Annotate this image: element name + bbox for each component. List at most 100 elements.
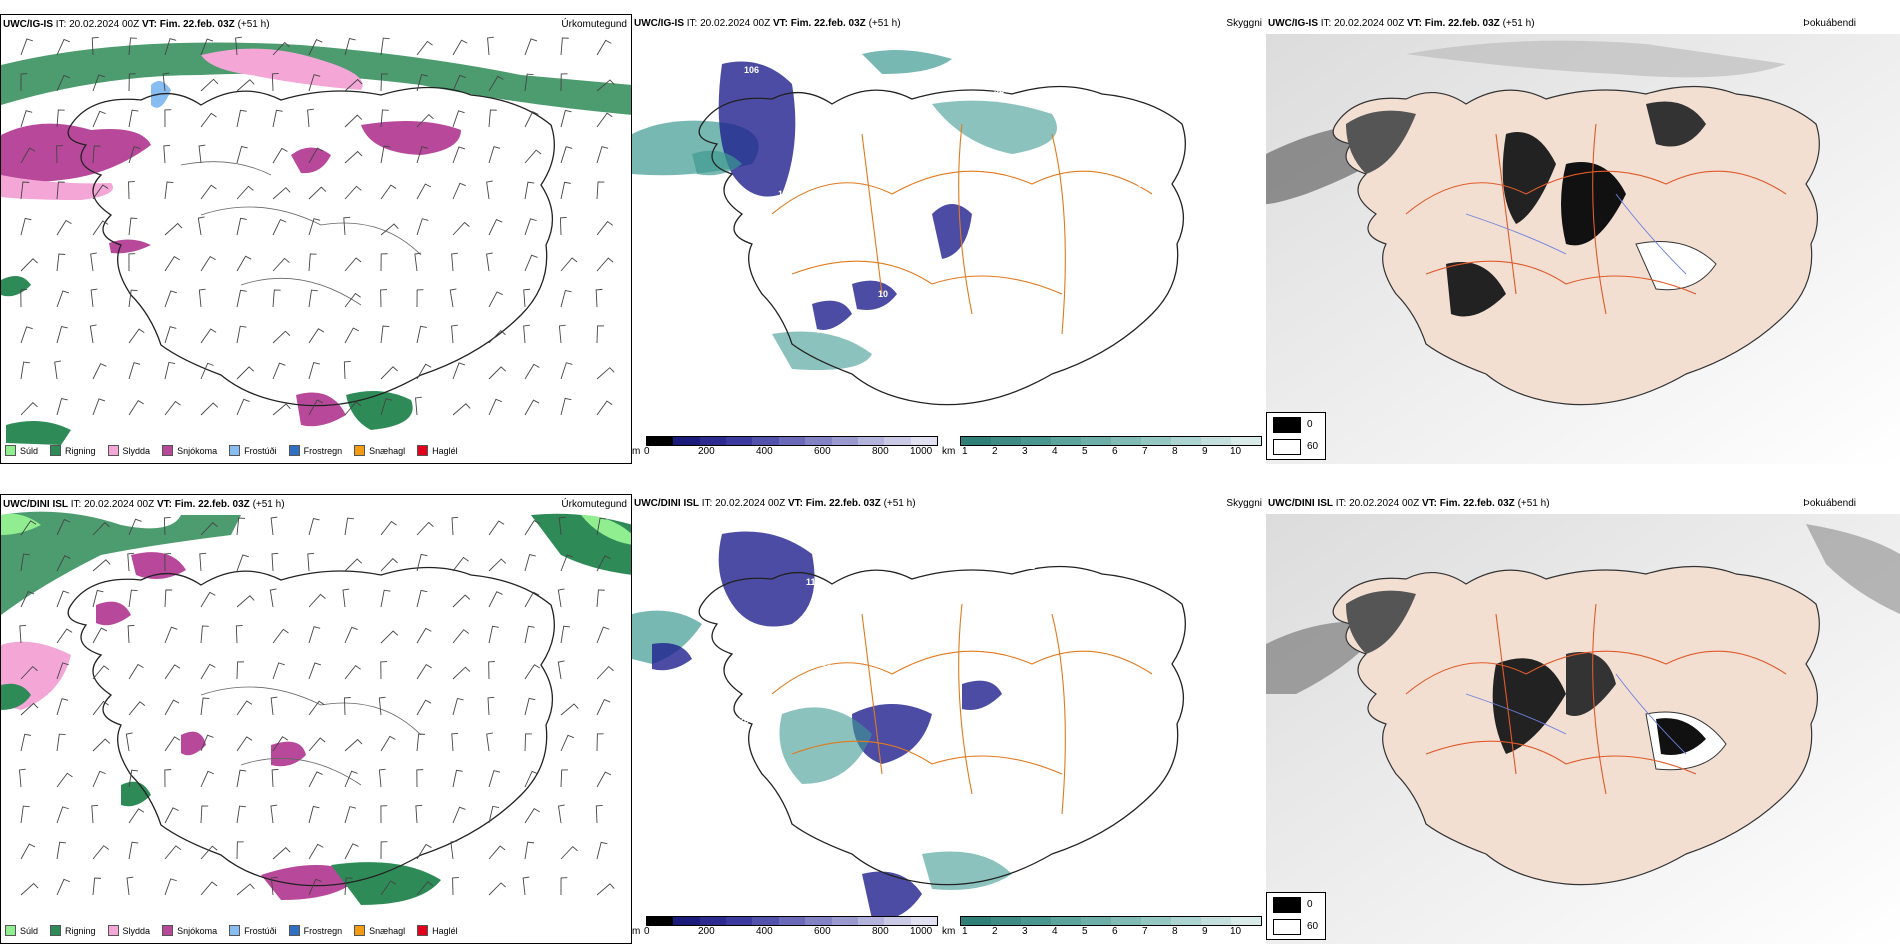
wind-barb bbox=[164, 845, 182, 860]
wind-barb bbox=[200, 255, 216, 272]
wind-barb bbox=[344, 558, 363, 572]
wind-barb bbox=[416, 881, 434, 896]
wind-barb bbox=[20, 402, 38, 416]
panel-title: UWC/DINI ISL IT: 20.02.2024 00Z VT: Fim.… bbox=[1268, 498, 1550, 509]
wind-barb bbox=[20, 38, 33, 56]
wind-barb bbox=[488, 146, 501, 164]
visibility-panel-top: 77 76 103 58 66 67 87 53 254 217 93 52 79 100 138 106 10… bbox=[632, 14, 1264, 464]
legend-item: Haglél bbox=[417, 925, 458, 936]
wind-barb bbox=[560, 146, 573, 164]
wind-barb bbox=[452, 666, 471, 680]
wind-barb bbox=[344, 664, 361, 680]
wind-barb bbox=[380, 630, 399, 644]
wind-barb bbox=[236, 289, 247, 308]
wind-barb bbox=[272, 662, 285, 680]
cloud-base-label: 48 bbox=[1070, 621, 1080, 631]
wind-barb bbox=[200, 770, 214, 788]
cloud-base-label: 138 bbox=[1036, 217, 1051, 227]
cloud-base-bar bbox=[646, 436, 938, 446]
wind-barb bbox=[270, 696, 278, 716]
wind-barb bbox=[271, 768, 279, 788]
wind-barb bbox=[90, 288, 98, 308]
wind-barb bbox=[308, 328, 325, 344]
wind-barb bbox=[380, 880, 397, 896]
wind-barb bbox=[20, 665, 38, 680]
wind-barb bbox=[128, 289, 138, 308]
wind-barb bbox=[344, 78, 363, 92]
wind-barb bbox=[56, 397, 68, 416]
wind-barb bbox=[200, 112, 217, 128]
wind-barb bbox=[380, 805, 388, 824]
wind-barb bbox=[128, 769, 139, 788]
precip-legend-top: Súld Rigning Slydda Snjókoma Frostúði Fr… bbox=[5, 445, 458, 456]
wind-barb bbox=[380, 398, 393, 416]
cloud-base-label: 79 bbox=[1008, 189, 1018, 199]
wind-barb bbox=[92, 738, 111, 752]
cloud-base-label: 10 bbox=[878, 289, 888, 299]
wind-barb bbox=[128, 109, 139, 128]
wind-barb bbox=[524, 697, 536, 716]
cloud-base-label: 122 bbox=[1020, 561, 1035, 571]
wind-barb bbox=[488, 291, 503, 308]
vb-tick: 9 bbox=[1202, 446, 1208, 457]
colorbar-segment bbox=[699, 917, 727, 925]
wind-barb bbox=[344, 738, 363, 752]
wind-barb bbox=[200, 881, 218, 896]
vb-tick: 2 bbox=[992, 446, 998, 457]
colorbar-segment bbox=[910, 917, 937, 925]
colorbar-segment bbox=[991, 917, 1021, 925]
wind-barb bbox=[308, 593, 326, 608]
wind-barb bbox=[524, 254, 538, 272]
wind-barb bbox=[596, 626, 610, 644]
cloud-base-label: 77 bbox=[960, 171, 970, 181]
wind-barb bbox=[560, 257, 578, 272]
wind-barb bbox=[380, 366, 398, 380]
wind-barb bbox=[270, 876, 278, 896]
cloud-base-label: 75 bbox=[1108, 209, 1118, 219]
cloud-base-label: 100 bbox=[752, 233, 767, 243]
cloud-base-label: 93 bbox=[1052, 823, 1062, 833]
vb-tick: 9 bbox=[1202, 926, 1208, 937]
fog-index-panel-bottom: UWC/DINI ISL IT: 20.02.2024 00Z VT: Fim.… bbox=[1266, 494, 1900, 944]
wind-barb bbox=[344, 877, 353, 896]
wind-barb bbox=[54, 360, 62, 380]
colorbar-segment bbox=[1171, 917, 1201, 925]
wind-barb bbox=[416, 627, 432, 644]
wind-barb bbox=[200, 362, 214, 380]
wind-barb bbox=[343, 360, 351, 380]
wind-barb bbox=[272, 847, 291, 860]
wind-barb bbox=[596, 79, 615, 92]
wind-barb bbox=[378, 696, 386, 716]
wind-barb bbox=[452, 769, 463, 788]
wind-barb bbox=[343, 216, 351, 236]
wind-barb bbox=[236, 883, 255, 896]
wind-barb bbox=[164, 256, 180, 272]
colorbar-segment bbox=[1201, 437, 1231, 445]
wind-barb bbox=[488, 75, 504, 92]
wind-barb bbox=[272, 147, 288, 164]
wind-barb bbox=[596, 589, 605, 608]
wind-barb bbox=[272, 219, 287, 236]
panel-name: Skyggni bbox=[1226, 18, 1262, 29]
cloud-base-label: 116 bbox=[806, 577, 821, 587]
fog-legend-high: 60 bbox=[1307, 921, 1319, 932]
cloud-base-label: 49 bbox=[1100, 231, 1110, 241]
colorbar-segment bbox=[778, 437, 806, 445]
visibility-map-top: 77 76 103 58 66 67 87 53 254 217 93 52 79 100 138 106 10… bbox=[632, 50, 1186, 406]
wind-barb bbox=[524, 363, 540, 380]
wind-barb bbox=[416, 40, 433, 56]
wind-barb bbox=[164, 626, 178, 644]
fog-legend-low: 0 bbox=[1307, 899, 1313, 910]
fog-legend-low: 0 bbox=[1307, 419, 1313, 430]
wind-barb bbox=[92, 589, 104, 608]
wind-barb bbox=[128, 146, 141, 164]
wind-barb bbox=[164, 699, 180, 716]
colorbar-segment bbox=[831, 917, 858, 925]
colorbar-segment bbox=[1051, 917, 1081, 925]
legend-item: Rigning bbox=[50, 925, 96, 936]
colorbar-segment bbox=[1201, 917, 1231, 925]
wind-barb bbox=[416, 843, 432, 860]
wind-barb bbox=[164, 222, 183, 236]
wind-barb bbox=[164, 664, 181, 680]
panel-title: UWC/IG-IS IT: 20.02.2024 00Z VT: Fim. 22… bbox=[3, 19, 270, 30]
